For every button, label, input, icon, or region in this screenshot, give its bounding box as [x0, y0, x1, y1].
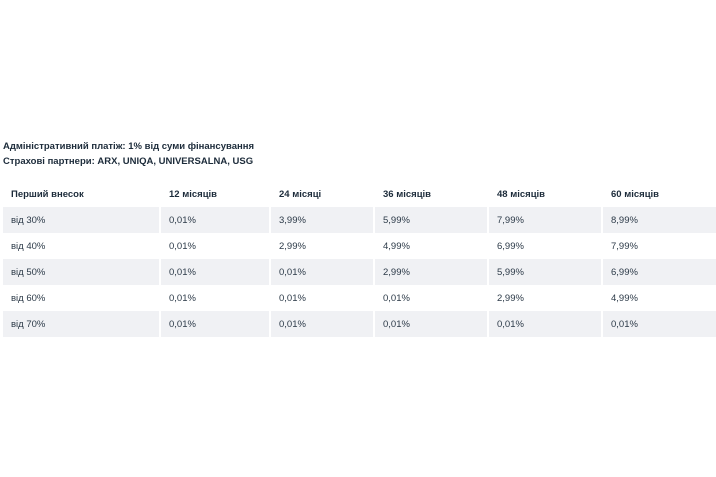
financing-terms: Адміністративний платіж: 1% від суми фін… — [3, 139, 716, 337]
table-cell: від 40% — [3, 233, 159, 259]
table-cell: 0,01% — [161, 285, 269, 311]
table-cell: 7,99% — [603, 233, 716, 259]
table-cell: 5,99% — [375, 207, 487, 233]
header-down-payment: Перший внесок — [3, 181, 159, 207]
table-cell: 0,01% — [161, 233, 269, 259]
table-row: від 60% 0,01% 0,01% 0,01% 2,99% 4,99% — [3, 285, 716, 311]
table-cell: 0,01% — [271, 311, 373, 337]
table-cell: 2,99% — [375, 259, 487, 285]
table-cell: 8,99% — [603, 207, 716, 233]
table-cell: 2,99% — [489, 285, 601, 311]
header-36-months: 36 місяців — [375, 181, 487, 207]
table-cell: 0,01% — [489, 311, 601, 337]
table-cell: 0,01% — [161, 259, 269, 285]
table-cell: 4,99% — [603, 285, 716, 311]
table-cell: 4,99% — [375, 233, 487, 259]
header-12-months: 12 місяців — [161, 181, 269, 207]
table-cell: 0,01% — [271, 259, 373, 285]
header-24-months: 24 місяці — [271, 181, 373, 207]
admin-fee-text: Адміністративний платіж: 1% від суми фін… — [3, 141, 254, 152]
table-row: від 30% 0,01% 3,99% 5,99% 7,99% 8,99% — [3, 207, 716, 233]
table-cell: 6,99% — [603, 259, 716, 285]
table-header-row: Перший внесок 12 місяців 24 місяці 36 мі… — [3, 181, 716, 207]
rates-table: Перший внесок 12 місяців 24 місяці 36 мі… — [1, 181, 716, 337]
table-cell: від 30% — [3, 207, 159, 233]
table-cell: 6,99% — [489, 233, 601, 259]
table-cell: 7,99% — [489, 207, 601, 233]
table-cell: від 50% — [3, 259, 159, 285]
table-cell: 0,01% — [375, 285, 487, 311]
table-row: від 40% 0,01% 2,99% 4,99% 6,99% 7,99% — [3, 233, 716, 259]
insurance-partners-text: Страхові партнери: ARX, UNIQA, UNIVERSAL… — [3, 156, 254, 167]
header-60-months: 60 місяців — [603, 181, 716, 207]
table-cell: 5,99% — [489, 259, 601, 285]
table-row: від 50% 0,01% 0,01% 2,99% 5,99% 6,99% — [3, 259, 716, 285]
table-cell: 0,01% — [161, 311, 269, 337]
table-cell: 2,99% — [271, 233, 373, 259]
header-48-months: 48 місяців — [489, 181, 601, 207]
table-cell: 0,01% — [603, 311, 716, 337]
table-row: від 70% 0,01% 0,01% 0,01% 0,01% 0,01% — [3, 311, 716, 337]
table-cell: 3,99% — [271, 207, 373, 233]
table-cell: 0,01% — [271, 285, 373, 311]
table-cell: 0,01% — [375, 311, 487, 337]
table-cell: від 60% — [3, 285, 159, 311]
table-cell: від 70% — [3, 311, 159, 337]
table-cell: 0,01% — [161, 207, 269, 233]
